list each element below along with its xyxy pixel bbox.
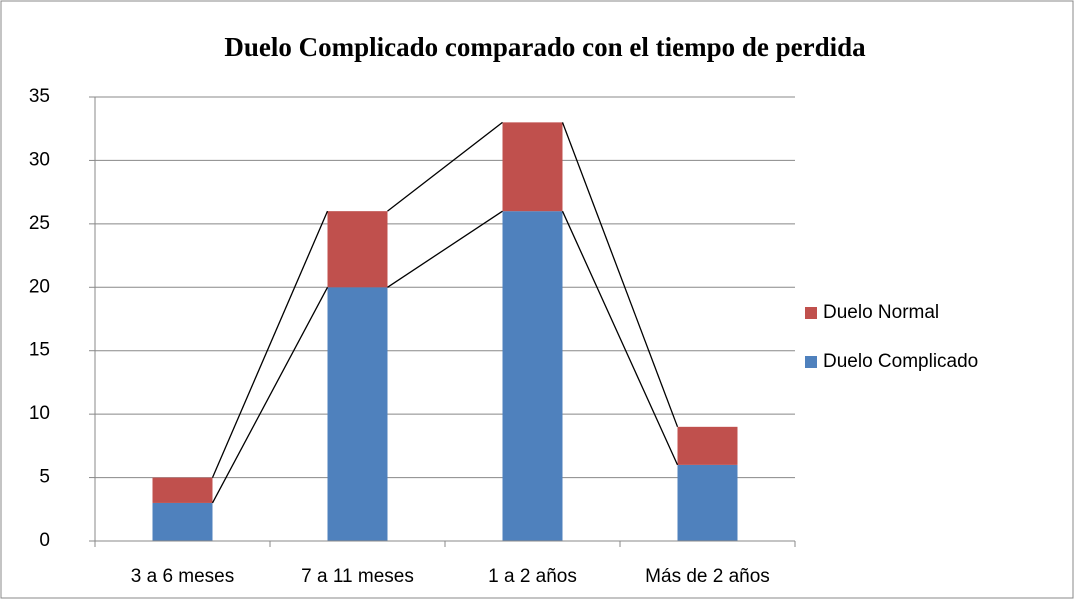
bar bbox=[327, 211, 388, 288]
bar bbox=[502, 122, 563, 212]
x-tick-label: 1 a 2 años bbox=[488, 566, 577, 587]
series-line bbox=[211, 210, 329, 478]
y-tick-label: 0 bbox=[39, 530, 50, 551]
chart-title: Duelo Complicado comparado con el tiempo… bbox=[224, 32, 866, 62]
legend-label: Duelo Normal bbox=[823, 302, 939, 323]
x-tick-label: Más de 2 años bbox=[645, 566, 770, 587]
y-tick-label: 35 bbox=[29, 86, 50, 107]
bar bbox=[327, 287, 388, 541]
bar bbox=[502, 211, 563, 541]
y-tick-label: 25 bbox=[29, 213, 50, 234]
bar bbox=[677, 426, 738, 465]
y-tick-label: 20 bbox=[29, 276, 50, 297]
series-line bbox=[387, 121, 503, 212]
legend-label: Duelo Complicado bbox=[823, 351, 978, 372]
series-line bbox=[561, 122, 679, 428]
x-tick-label: 3 a 6 meses bbox=[131, 566, 235, 587]
legend-swatch bbox=[805, 356, 817, 368]
y-tick-label: 5 bbox=[39, 467, 50, 488]
x-tick-label: 7 a 11 meses bbox=[301, 566, 414, 587]
series-line bbox=[387, 210, 503, 288]
y-tick-label: 10 bbox=[29, 403, 50, 424]
bar bbox=[152, 502, 213, 541]
series-line bbox=[561, 210, 679, 466]
legend-swatch bbox=[805, 307, 817, 319]
y-tick-label: 30 bbox=[29, 149, 50, 170]
series-line bbox=[211, 286, 329, 504]
bar bbox=[152, 477, 213, 503]
y-tick-label: 15 bbox=[29, 340, 50, 361]
bar bbox=[677, 464, 738, 541]
